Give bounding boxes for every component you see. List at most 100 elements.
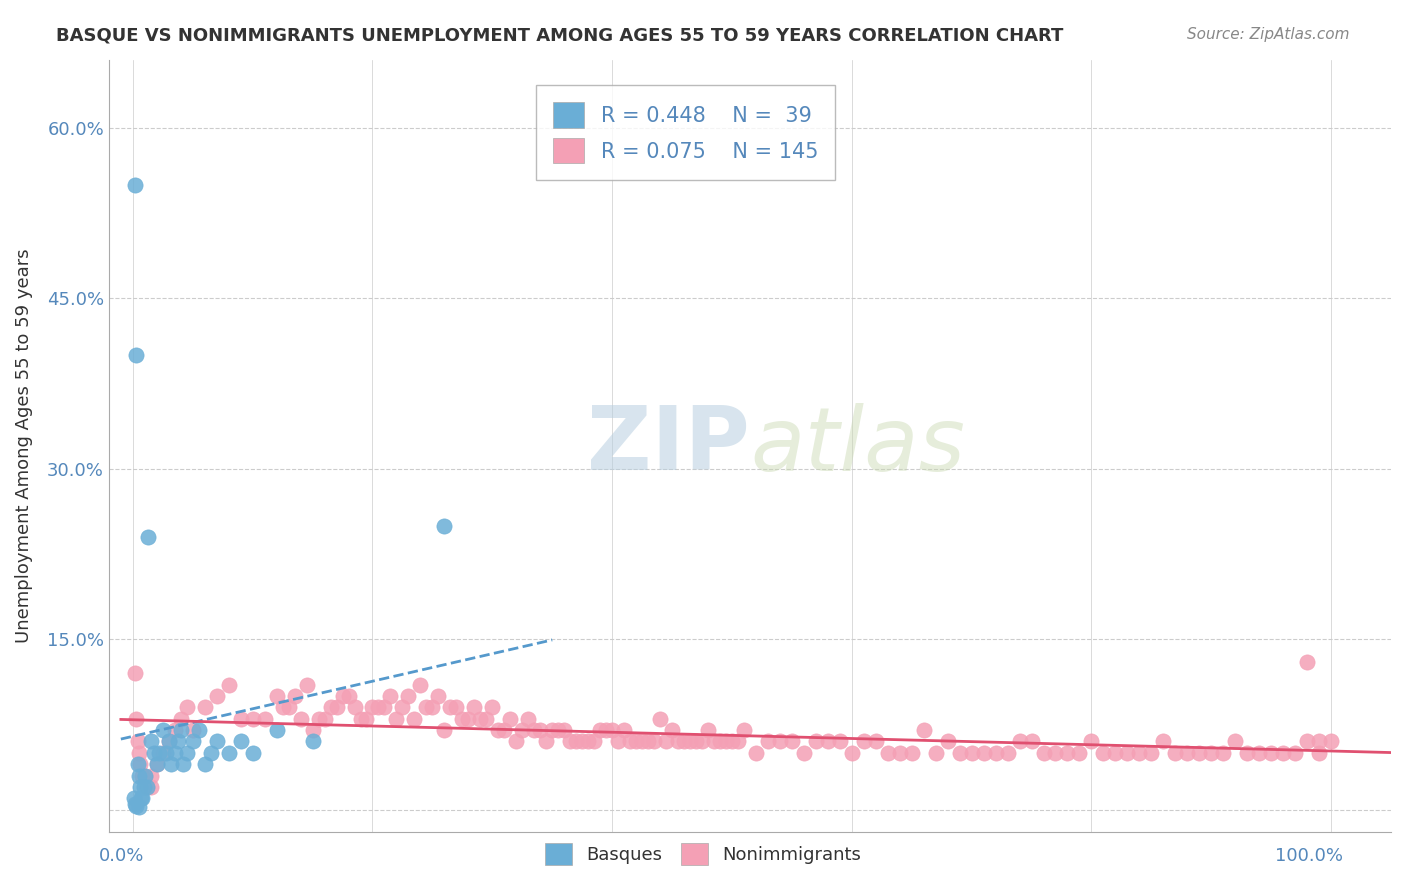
Point (242, 746, 264, 760)
Point (793, 746, 815, 760)
Point (404, 712, 426, 726)
Point (229, 734, 252, 748)
Point (163, 746, 186, 760)
Point (648, 712, 671, 726)
Point (301, 734, 323, 748)
Point (1164, 746, 1187, 760)
Point (1188, 746, 1211, 760)
Point (170, 712, 193, 726)
Point (205, 734, 228, 748)
Point (128, 768, 150, 782)
Point (146, 757, 169, 772)
Point (433, 518, 456, 533)
Text: Source: ZipAtlas.com: Source: ZipAtlas.com (1187, 27, 1350, 42)
Point (1225, 734, 1247, 748)
Point (1199, 746, 1222, 760)
Point (361, 700, 384, 714)
Point (136, 780, 159, 794)
Point (841, 746, 863, 760)
Point (1296, 655, 1319, 669)
Point (136, 780, 159, 794)
Point (415, 700, 437, 714)
Point (733, 723, 755, 738)
Point (631, 734, 654, 748)
Point (295, 678, 318, 692)
Text: ZIP: ZIP (588, 402, 749, 490)
Point (385, 712, 408, 726)
Point (134, 768, 156, 782)
Point (451, 712, 474, 726)
Point (218, 746, 240, 760)
Point (865, 734, 887, 748)
Point (1116, 746, 1139, 760)
Point (1008, 734, 1031, 748)
Point (1152, 734, 1174, 748)
Point (131, 768, 153, 782)
Point (160, 757, 183, 772)
Point (134, 768, 156, 782)
Point (828, 734, 851, 748)
Point (373, 700, 395, 714)
Point (547, 723, 569, 738)
Point (433, 723, 456, 738)
Point (703, 734, 725, 748)
Point (290, 712, 312, 726)
Point (475, 712, 498, 726)
Point (343, 700, 366, 714)
Text: BASQUE VS NONIMMIGRANTS UNEMPLOYMENT AMONG AGES 55 TO 59 YEARS CORRELATION CHART: BASQUE VS NONIMMIGRANTS UNEMPLOYMENT AMO… (56, 27, 1063, 45)
Point (661, 723, 683, 738)
Point (152, 723, 174, 738)
Point (780, 734, 803, 748)
Point (727, 734, 749, 748)
Text: atlas: atlas (749, 403, 965, 489)
Point (553, 723, 575, 738)
Point (132, 780, 155, 794)
Point (205, 689, 228, 703)
Point (1320, 734, 1343, 748)
Point (1032, 746, 1054, 760)
Point (769, 734, 792, 748)
Point (1104, 746, 1126, 760)
Point (470, 712, 492, 726)
Point (314, 712, 336, 726)
Point (172, 757, 194, 772)
Point (1260, 746, 1282, 760)
Point (229, 712, 252, 726)
Point (122, 791, 145, 805)
Point (139, 734, 162, 748)
Point (155, 746, 177, 760)
Point (619, 734, 641, 748)
Point (200, 746, 222, 760)
Point (624, 734, 647, 748)
Point (325, 700, 347, 714)
Point (690, 734, 713, 748)
Point (194, 700, 217, 714)
Point (936, 734, 959, 748)
Point (643, 734, 665, 748)
Y-axis label: Unemployment Among Ages 55 to 59 years: Unemployment Among Ages 55 to 59 years (15, 249, 32, 643)
Point (1175, 746, 1198, 760)
Point (139, 768, 162, 782)
Point (194, 757, 217, 772)
Point (163, 723, 186, 738)
Point (486, 723, 509, 738)
Point (997, 746, 1019, 760)
Point (607, 734, 630, 748)
Point (125, 348, 148, 362)
Point (1092, 746, 1115, 760)
Point (510, 723, 533, 738)
Point (949, 746, 972, 760)
Point (1056, 746, 1078, 760)
Point (139, 780, 162, 794)
Point (128, 800, 150, 814)
Point (1284, 746, 1306, 760)
Point (973, 746, 995, 760)
Point (124, 178, 146, 192)
Point (187, 723, 209, 738)
Point (852, 734, 875, 748)
Point (756, 734, 779, 748)
Point (960, 746, 983, 760)
Point (1212, 746, 1234, 760)
Point (1069, 746, 1091, 760)
Point (422, 700, 444, 714)
